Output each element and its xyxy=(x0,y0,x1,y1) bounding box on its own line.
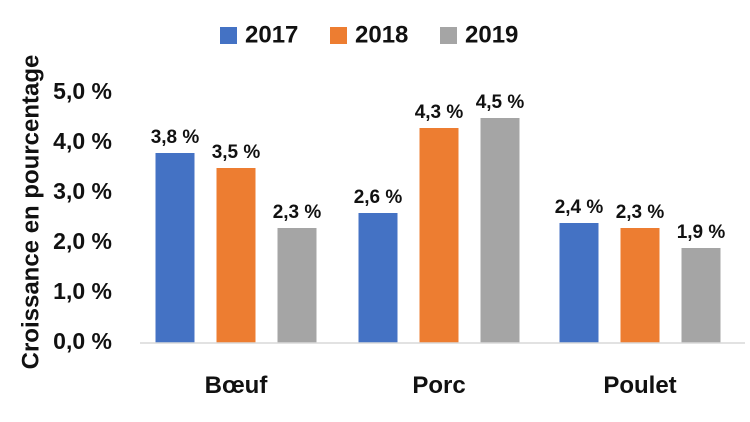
y-tick-label: 0,0 % xyxy=(53,328,112,354)
legend-swatch-2019 xyxy=(440,27,457,44)
legend-label-2019: 2019 xyxy=(465,21,518,48)
data-label: 3,8 % xyxy=(151,127,200,148)
bar-2018-2 xyxy=(419,128,459,343)
bar-2019-2 xyxy=(480,118,520,343)
data-label: 2,6 % xyxy=(354,187,403,208)
y-axis-ticks: 0,0 % 1,0 % 2,0 % 3,0 % 4,0 % 5,0 % xyxy=(53,78,112,354)
legend-label-2018: 2018 xyxy=(355,21,408,48)
y-tick-label: 1,0 % xyxy=(53,278,112,304)
bar-2019-3 xyxy=(681,248,721,343)
x-axis-categories: Bœuf Porc Poulet xyxy=(205,372,677,399)
legend-label-2017: 2017 xyxy=(245,21,298,48)
x-category-label: Poulet xyxy=(603,372,676,399)
data-label: 4,3 % xyxy=(415,102,464,123)
y-tick-label: 4,0 % xyxy=(53,128,112,154)
data-label: 3,5 % xyxy=(212,142,261,163)
x-category-label: Bœuf xyxy=(205,372,269,399)
y-axis-label: Croissance en pourcentage xyxy=(17,55,44,370)
data-label: 2,3 % xyxy=(273,202,322,223)
bar-2017-2 xyxy=(358,213,398,343)
data-labels: 3,8 % 3,5 % 2,3 % 2,6 % 4,3 % 4,5 % 2,4 % 2,3 %… xyxy=(151,92,726,243)
legend-swatch-2018 xyxy=(330,27,347,44)
data-label: 1,9 % xyxy=(677,222,726,243)
legend-swatch-2017 xyxy=(220,27,237,44)
y-tick-label: 2,0 % xyxy=(53,228,112,254)
data-label: 2,3 % xyxy=(616,202,665,223)
bar-2018-1 xyxy=(216,168,256,343)
bar-2017-3 xyxy=(559,223,599,343)
bar-2019-1 xyxy=(277,228,317,343)
legend: 2017 2018 2019 xyxy=(220,21,518,48)
data-label: 4,5 % xyxy=(476,92,525,113)
x-category-label: Porc xyxy=(412,372,465,399)
data-label: 2,4 % xyxy=(555,197,604,218)
bar-2018-3 xyxy=(620,228,660,343)
y-tick-label: 5,0 % xyxy=(53,78,112,104)
bars xyxy=(155,118,721,343)
bar-2017-1 xyxy=(155,153,195,343)
y-tick-label: 3,0 % xyxy=(53,178,112,204)
